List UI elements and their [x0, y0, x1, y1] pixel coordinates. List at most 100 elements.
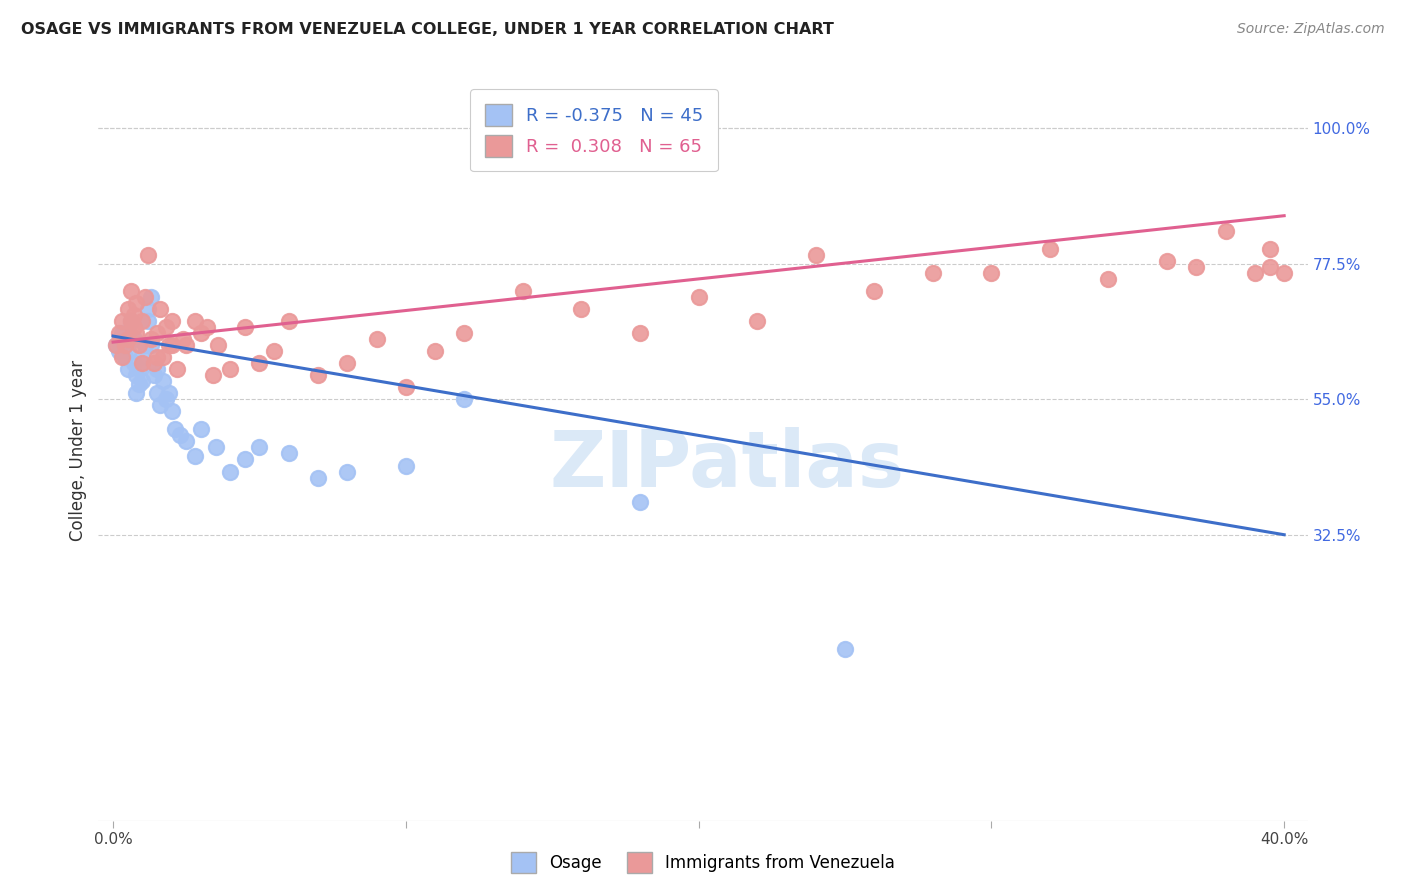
Legend: Osage, Immigrants from Venezuela: Osage, Immigrants from Venezuela	[505, 846, 901, 880]
Point	[111, 326, 134, 340]
Point	[174, 434, 197, 449]
Point	[160, 314, 183, 328]
Point	[146, 386, 169, 401]
Point	[1244, 266, 1267, 280]
Point	[184, 450, 207, 464]
Point	[166, 362, 188, 376]
Point	[134, 290, 156, 304]
Point	[136, 301, 159, 316]
Point	[122, 332, 145, 346]
Point	[336, 356, 359, 370]
Point	[207, 338, 229, 352]
Point	[117, 332, 139, 346]
Point	[263, 344, 285, 359]
Point	[120, 329, 142, 343]
Point	[117, 344, 139, 359]
Point	[277, 314, 299, 328]
Point	[104, 338, 127, 352]
Point	[921, 266, 943, 280]
Point	[980, 266, 1002, 280]
Point	[125, 326, 148, 340]
Point	[1258, 260, 1281, 274]
Point	[160, 404, 183, 418]
Point	[1156, 253, 1178, 268]
Point	[219, 362, 242, 376]
Point	[628, 494, 651, 508]
Point	[143, 356, 166, 370]
Point	[117, 362, 139, 376]
Point	[160, 338, 183, 352]
Point	[395, 458, 418, 473]
Point	[136, 314, 159, 328]
Point	[395, 380, 418, 394]
Point	[120, 284, 142, 298]
Point	[143, 368, 166, 383]
Point	[190, 326, 212, 340]
Point	[125, 386, 148, 401]
Legend: R = -0.375   N = 45, R =  0.308   N = 65: R = -0.375 N = 45, R = 0.308 N = 65	[470, 89, 718, 171]
Point	[863, 284, 886, 298]
Point	[201, 368, 224, 383]
Point	[104, 338, 127, 352]
Point	[688, 290, 710, 304]
Point	[219, 465, 242, 479]
Text: Source: ZipAtlas.com: Source: ZipAtlas.com	[1237, 22, 1385, 37]
Point	[117, 301, 139, 316]
Point	[152, 350, 174, 364]
Point	[155, 320, 177, 334]
Point	[146, 362, 169, 376]
Point	[128, 338, 150, 352]
Point	[134, 338, 156, 352]
Point	[1272, 266, 1295, 280]
Point	[111, 314, 134, 328]
Point	[125, 296, 148, 310]
Point	[120, 314, 142, 328]
Point	[149, 398, 172, 412]
Point	[157, 386, 180, 401]
Point	[122, 308, 145, 322]
Point	[152, 374, 174, 388]
Point	[111, 350, 134, 364]
Point	[453, 392, 475, 407]
Point	[139, 332, 162, 346]
Point	[512, 284, 534, 298]
Point	[128, 377, 150, 392]
Point	[125, 368, 148, 383]
Point	[834, 642, 856, 657]
Point	[131, 356, 153, 370]
Point	[628, 326, 651, 340]
Point	[249, 356, 271, 370]
Point	[146, 350, 169, 364]
Point	[804, 248, 827, 262]
Point	[155, 392, 177, 407]
Point	[249, 441, 271, 455]
Point	[128, 362, 150, 376]
Point	[453, 326, 475, 340]
Point	[307, 470, 329, 484]
Point	[139, 338, 162, 352]
Point	[163, 422, 186, 436]
Point	[149, 301, 172, 316]
Point	[120, 314, 142, 328]
Point	[139, 290, 162, 304]
Point	[336, 465, 359, 479]
Point	[366, 332, 388, 346]
Point	[1097, 272, 1119, 286]
Point	[190, 422, 212, 436]
Point	[122, 356, 145, 370]
Point	[195, 320, 218, 334]
Point	[122, 320, 145, 334]
Point	[131, 374, 153, 388]
Point	[108, 344, 131, 359]
Point	[423, 344, 446, 359]
Point	[307, 368, 329, 383]
Point	[131, 314, 153, 328]
Text: OSAGE VS IMMIGRANTS FROM VENEZUELA COLLEGE, UNDER 1 YEAR CORRELATION CHART: OSAGE VS IMMIGRANTS FROM VENEZUELA COLLE…	[21, 22, 834, 37]
Point	[131, 350, 153, 364]
Point	[136, 248, 159, 262]
Point	[184, 314, 207, 328]
Point	[169, 428, 191, 442]
Text: ZIPatlas: ZIPatlas	[550, 427, 904, 503]
Point	[571, 301, 593, 316]
Point	[233, 452, 256, 467]
